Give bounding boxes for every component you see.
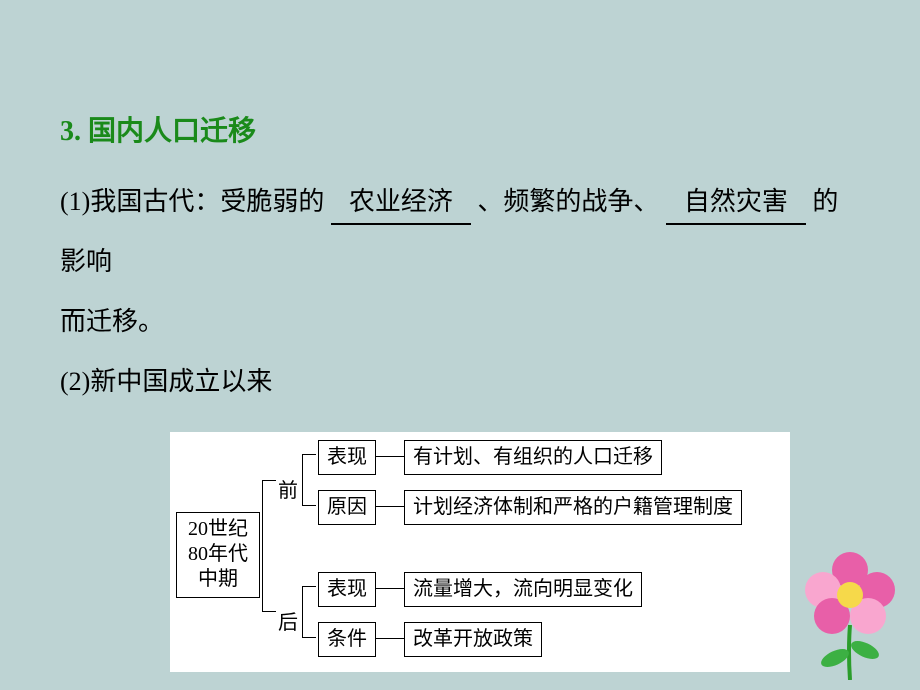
box-leaf-4: 改革开放政策 [404,622,542,657]
period-l1: 20世纪 [188,518,248,540]
period-l3: 中期 [198,568,238,590]
blank-1: 农业经济 [331,181,471,225]
line1-mid: 、频繁的战争、 [477,187,659,216]
line-1: (1)我国古代：受脆弱的 农业经济 、频繁的战争、 自然灾害 的影响 [60,172,860,292]
conn-2 [376,506,404,507]
section-title: 3. 国内人口迁移 [60,100,860,164]
period-l2: 80年代 [188,543,248,565]
conn-1 [376,456,404,457]
box-leaf-3: 流量增大，流向明显变化 [404,572,642,607]
line-2: 而迁移。 [60,292,860,352]
line1-prefix: (1)我国古代：受脆弱的 [60,187,324,216]
conn-3 [376,588,404,589]
box-yuanyin: 原因 [318,490,376,525]
bracket-root [262,480,276,612]
box-biaoxian-1: 表现 [318,440,376,475]
box-tiaojian: 条件 [318,622,376,657]
box-leaf-2: 计划经济体制和严格的户籍管理制度 [404,490,742,525]
box-leaf-1: 有计划、有组织的人口迁移 [404,440,662,475]
label-before: 前 [278,468,298,514]
diagram: 20世纪 80年代 中期 前 后 表现 原因 表现 条件 有计划、有组织的人口迁… [170,432,790,672]
conn-4 [376,638,404,639]
box-biaoxian-2: 表现 [318,572,376,607]
flower-decoration [795,550,905,680]
bracket-after [302,586,316,638]
blank-2: 自然灾害 [666,181,806,225]
label-after: 后 [278,600,298,646]
bracket-before [302,454,316,506]
box-period: 20世纪 80年代 中期 [176,512,260,598]
line-3: (2)新中国成立以来 [60,352,860,412]
